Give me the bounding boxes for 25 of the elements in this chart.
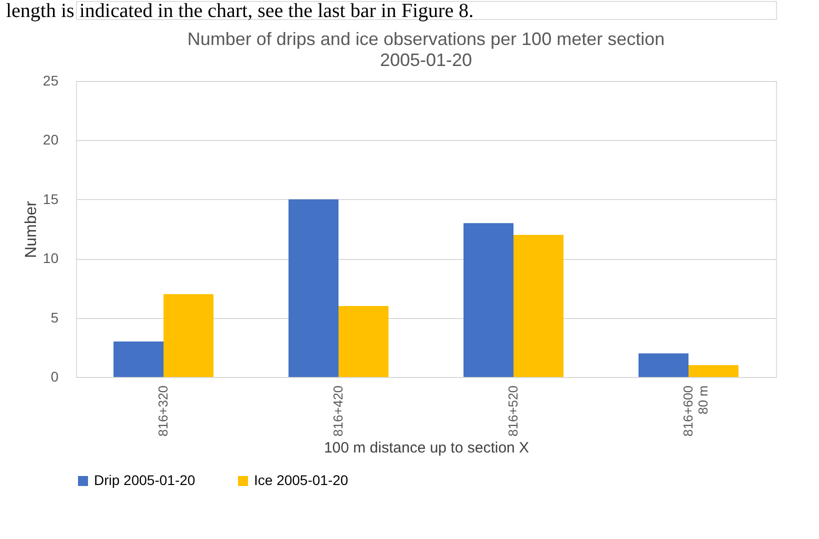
bar [688, 365, 738, 377]
chart-title: Number of drips and ice observations per 100 meter section [187, 29, 665, 49]
x-tick-label: 816+320 [156, 386, 170, 436]
y-tick-label: 10 [42, 250, 59, 266]
y-tick-label: 20 [42, 132, 59, 148]
chart-subtitle: 2005-01-20 [380, 50, 472, 70]
y-tick-label: 5 [50, 309, 59, 326]
text: length is indicated in the chart, see the last bar in Figure 8. [6, 0, 474, 22]
bar [338, 306, 388, 377]
bar [288, 199, 338, 377]
x-axis-title: 100 m distance up to section X [324, 439, 530, 456]
bar [514, 234, 564, 377]
y-tick-label: 0 [50, 368, 59, 384]
legend-label: Drip 2005-01-20 [94, 472, 196, 488]
legend-label: Ice 2005-01-20 [254, 472, 348, 488]
x-tick-label: 816+600 80 m [680, 386, 710, 436]
bar [114, 341, 164, 377]
bar [638, 353, 688, 377]
bar [464, 223, 514, 377]
y-tick-label: 15 [42, 190, 59, 207]
y-axis-title: Number [22, 200, 40, 258]
y-tick-label: 25 [42, 72, 59, 88]
bar [164, 294, 214, 377]
x-tick-label: 816+520 [506, 386, 520, 436]
x-tick-label: 816+420 [330, 386, 346, 436]
